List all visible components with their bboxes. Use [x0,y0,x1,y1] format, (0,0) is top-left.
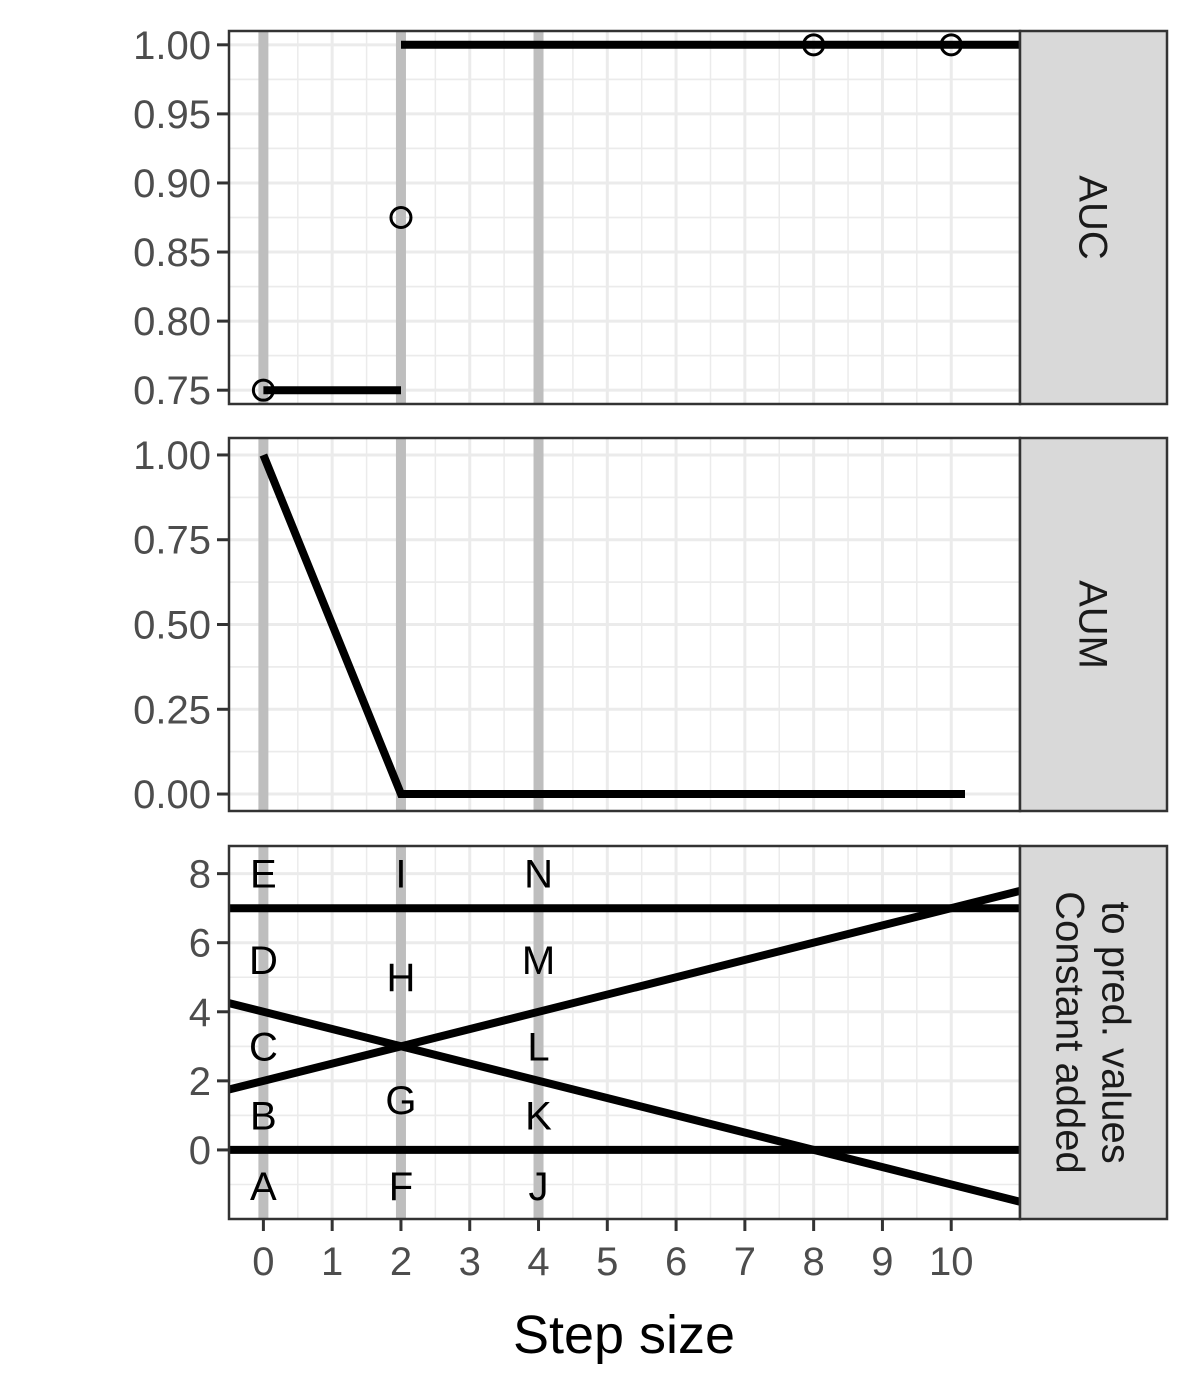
facet-strip [1018,844,1169,1221]
facet-strip-line: Constant added [1048,891,1092,1173]
x-axis-title: Step size [513,1305,735,1365]
facet-strip-line: AUM [1071,580,1115,669]
region-label: M [522,939,555,983]
x-tick-label: 1 [321,1240,343,1284]
data-point [802,33,826,57]
facet-strip-label: AUM [1071,580,1115,669]
data-point [389,206,413,229]
x-tick-label: 3 [459,1240,481,1284]
region-label: K [525,1094,552,1138]
data-layer [259,453,965,798]
x-tick-label: 4 [527,1240,549,1284]
x-axis: 0 1 2 3 4 5 6 7 8 9 10 [252,1219,973,1284]
y-tick-label: 4 [189,991,211,1035]
region-label: H [387,956,416,1000]
region-label: L [527,1025,549,1069]
y-tick-label: 0.80 [133,300,211,344]
y-tick-label: 0.25 [133,688,211,732]
facet-strip-line: to pred. values [1094,901,1138,1163]
region-label: N [524,853,553,897]
x-tick-label: 8 [803,1240,825,1284]
region-label: J [529,1165,549,1209]
facet-strip-label: AUC [1071,175,1115,259]
facet-strip-line: AUC [1071,175,1115,259]
panel-1: 0.75 0.80 0.85 0.90 0.95 1.00 AUC [133,24,1169,413]
x-tick-label: 6 [665,1240,687,1284]
series-line [229,999,1020,1206]
x-tick-label: 10 [929,1240,974,1284]
y-tick-label: 0.50 [133,604,211,648]
y-tick-label: 0.75 [133,519,211,563]
data-layer [251,33,1020,402]
x-tick-label: 5 [596,1240,618,1284]
region-label: B [250,1094,277,1138]
region-label: C [249,1025,278,1069]
y-tick-label: 6 [189,922,211,966]
data-point [251,378,275,402]
region-label: F [389,1165,413,1209]
y-tick-label: 0 [189,1129,211,1173]
facet-strip [1018,436,1169,813]
series-line [229,887,1020,1094]
y-tick-label: 0.00 [133,773,211,817]
x-tick-label: 2 [390,1240,412,1284]
y-tick-label: 0.75 [133,369,211,413]
y-tick-label: 0.95 [133,93,211,137]
y-tick-label: 2 [189,1060,211,1104]
x-tick-label: 0 [252,1240,274,1284]
series-line [259,453,965,798]
y-tick-label: 0.90 [133,162,211,206]
region-label: D [249,939,278,983]
panel-2: 0.00 0.25 0.50 0.75 1.00 AUM [133,434,1169,817]
y-tick-label: 8 [189,853,211,897]
y-tick-label: 0.85 [133,231,211,275]
data-point [939,33,963,57]
facet-strip [1018,29,1169,406]
panels-layer: 0.750.800.850.900.951.00AUC0.000.250.500… [133,24,1169,1221]
x-tick-label: 7 [734,1240,756,1284]
facet-strip-label: Constant addedto pred. values [1048,891,1138,1173]
x-tick-label: 9 [871,1240,893,1284]
region-label: E [250,853,277,897]
region-label: G [385,1079,416,1123]
region-label: A [250,1165,277,1209]
y-tick-label: 1.00 [133,24,211,68]
region-label: I [395,853,406,897]
y-tick-label: 1.00 [133,434,211,478]
